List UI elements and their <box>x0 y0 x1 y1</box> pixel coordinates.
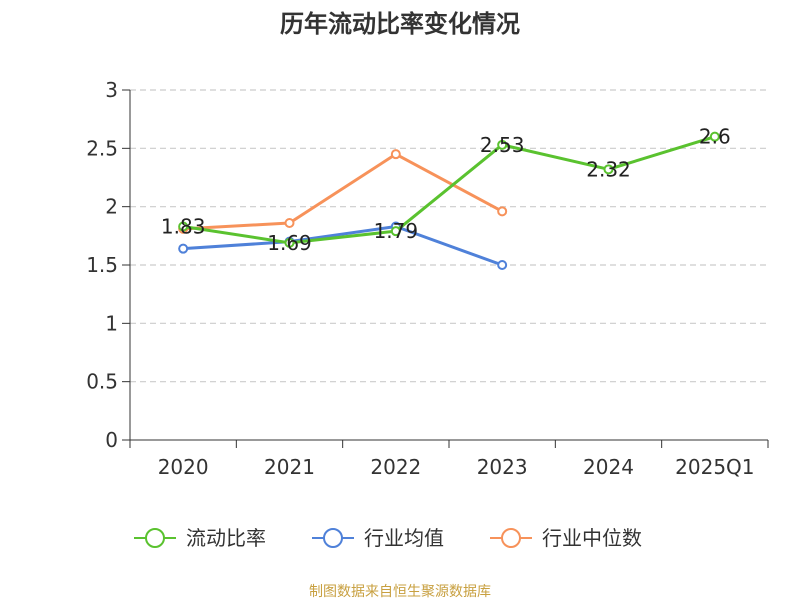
y-tick-label: 3 <box>105 78 118 102</box>
data-point <box>390 226 401 237</box>
legend: 流动比率 行业均值 行业中位数 <box>134 526 642 550</box>
source-note: 制图数据来自恒生聚源数据库 <box>309 584 491 600</box>
x-tick-label: 2020 <box>158 455 209 479</box>
legend-marker <box>501 528 521 548</box>
data-point <box>603 164 614 175</box>
y-tick-label: 0 <box>105 428 118 452</box>
y-tick-label: 2.5 <box>86 136 118 160</box>
legend-label: 行业中位数 <box>542 526 642 550</box>
y-tick-label: 1.5 <box>86 253 118 277</box>
series-lines <box>178 131 720 270</box>
grid-lines <box>130 89 768 383</box>
series-line <box>183 152 503 231</box>
data-point <box>178 221 189 232</box>
legend-marker <box>145 528 165 548</box>
chart-title: 历年流动比率变化情况 <box>280 10 520 38</box>
data-label: 1.69 <box>267 231 312 255</box>
y-tick-label: 0.5 <box>86 370 118 394</box>
x-tick-label: 2023 <box>477 455 528 479</box>
series-line <box>183 225 503 267</box>
data-point <box>390 149 401 160</box>
legend-label: 行业均值 <box>364 526 444 550</box>
data-point <box>284 237 295 248</box>
data-label: 2.32 <box>586 157 631 181</box>
legend-label: 流动比率 <box>186 526 266 550</box>
data-point <box>284 218 295 228</box>
legend-marker <box>323 528 343 548</box>
x-tick-label: 2021 <box>264 455 315 479</box>
series-line <box>182 135 716 245</box>
data-point <box>497 206 508 217</box>
data-label: 1.79 <box>374 219 419 243</box>
data-point <box>178 243 189 254</box>
y-tick-label: 1 <box>105 311 118 335</box>
x-tick-label: 2022 <box>370 455 421 479</box>
x-tick-label: 2025Q1 <box>675 455 754 479</box>
data-point <box>497 139 508 150</box>
data-label: 1.83 <box>161 215 206 239</box>
data-label: 2.6 <box>699 125 731 149</box>
data-point <box>497 260 508 270</box>
y-tick-label: 2 <box>105 195 118 219</box>
x-tick-label: 2024 <box>583 455 634 479</box>
data-labels: 1.83 1.69 1.79 2.53 2.32 2.6 <box>161 125 731 255</box>
data-label: 2.53 <box>480 133 525 157</box>
data-point <box>709 131 720 142</box>
